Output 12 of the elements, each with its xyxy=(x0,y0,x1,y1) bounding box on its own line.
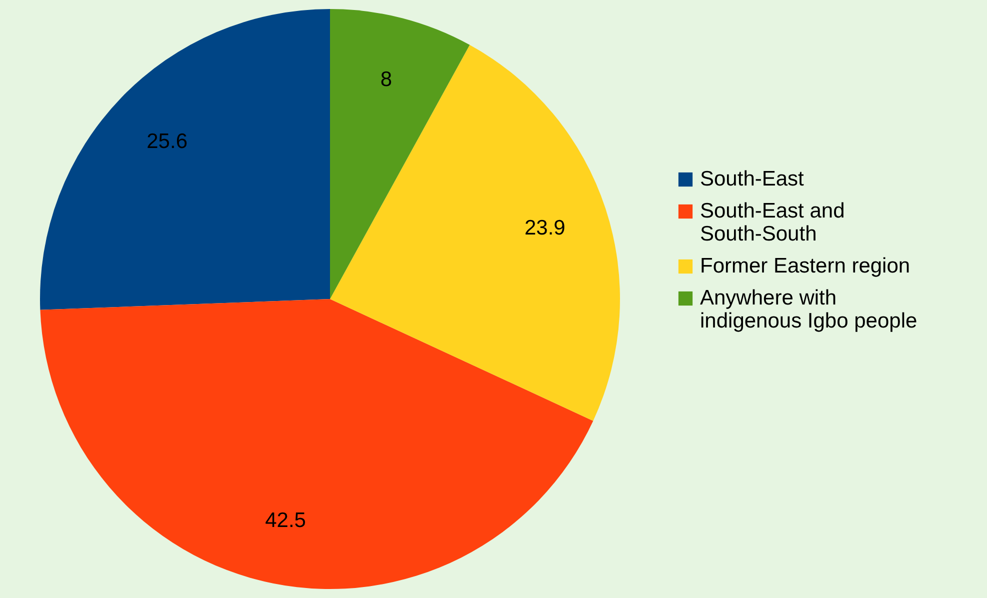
legend-label: Former Eastern region xyxy=(700,254,910,278)
pie-slice xyxy=(40,9,330,310)
pie-slice xyxy=(40,299,594,589)
data-label: 8 xyxy=(380,68,392,91)
legend-label: Anywhere with indigenous Igbo people xyxy=(700,286,918,332)
legend-label: South-East xyxy=(700,168,804,190)
data-label: 23.9 xyxy=(524,216,566,240)
pie-slice xyxy=(330,44,620,421)
pie-slice xyxy=(330,9,470,299)
data-label: 42.5 xyxy=(265,508,306,532)
legend-label: South-East and South-South xyxy=(700,200,845,246)
data-label: 25.6 xyxy=(146,130,188,154)
